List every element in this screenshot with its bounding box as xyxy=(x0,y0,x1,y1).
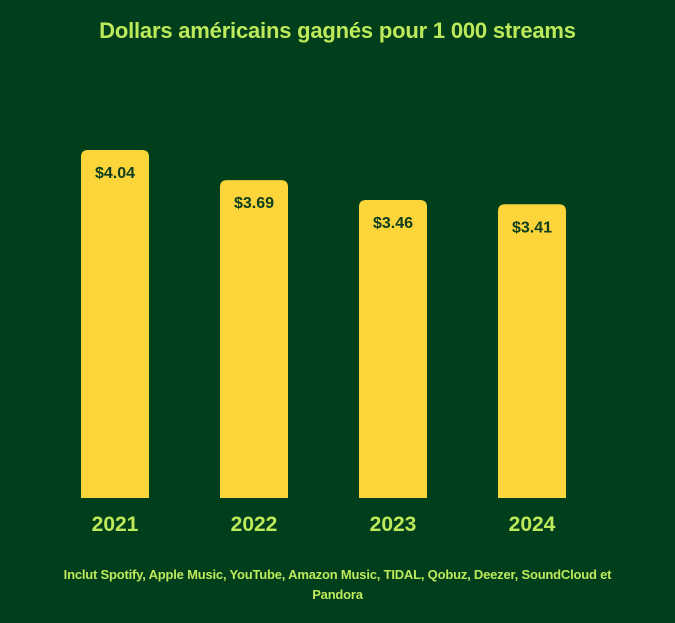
value-label-2023: $3.46 xyxy=(373,215,413,232)
bar-chart: $4.04 2021 $3.69 2022 $3.46 2023 $3.41 2024 xyxy=(81,150,566,536)
category-label-2022: 2022 xyxy=(231,513,278,536)
chart-title: Dollars américains gagnés pour 1 000 str… xyxy=(99,18,576,43)
bar-2024 xyxy=(498,204,566,498)
category-label-2021: 2021 xyxy=(92,513,139,536)
bar-2022 xyxy=(220,180,288,499)
chart-footnote: Inclut Spotify, Apple Music, YouTube, Am… xyxy=(63,567,612,602)
bar-2021 xyxy=(81,150,149,498)
value-label-2024: $3.41 xyxy=(512,219,552,236)
category-label-2024: 2024 xyxy=(509,513,556,536)
value-label-2021: $4.04 xyxy=(95,165,135,182)
category-label-2023: 2023 xyxy=(370,513,417,536)
value-label-2022: $3.69 xyxy=(234,195,274,212)
bar-2023 xyxy=(359,199,427,499)
